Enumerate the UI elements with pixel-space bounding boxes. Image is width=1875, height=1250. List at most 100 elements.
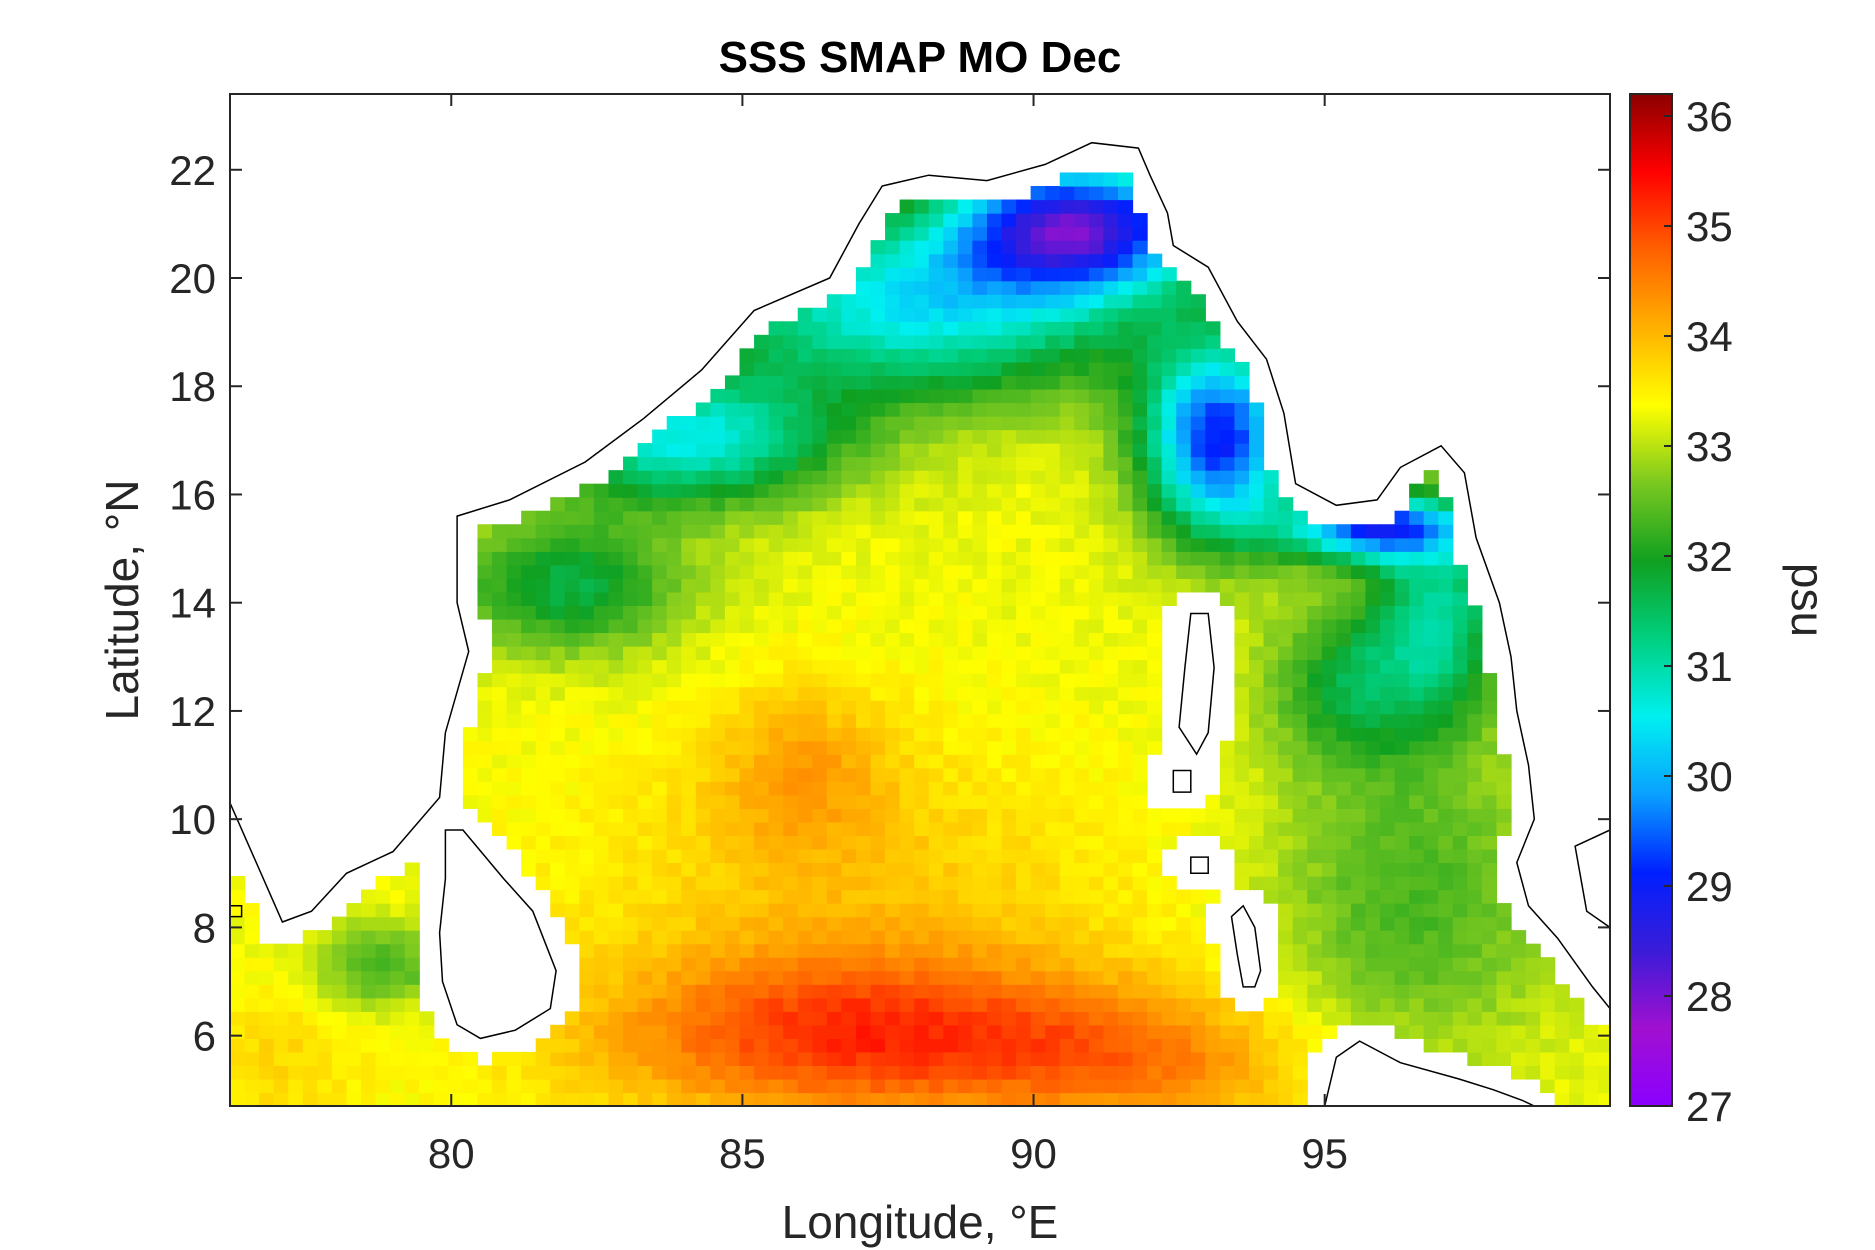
heatmap-cell — [1176, 375, 1192, 390]
heatmap-cell — [608, 835, 624, 850]
heatmap-cell — [1059, 808, 1075, 823]
heatmap-cell — [885, 456, 901, 471]
heatmap-cell — [623, 997, 639, 1012]
heatmap-cell — [986, 686, 1003, 701]
heatmap-cell — [855, 727, 872, 742]
heatmap-cell — [710, 443, 726, 458]
heatmap-cell — [1074, 957, 1090, 972]
heatmap-cell — [1380, 605, 1396, 620]
heatmap-cell — [812, 781, 828, 796]
heatmap-cell — [768, 551, 784, 566]
heatmap-cell — [564, 605, 580, 620]
heatmap-cell — [797, 497, 813, 512]
heatmap-cell — [914, 930, 930, 945]
heatmap-cell — [1117, 213, 1134, 228]
heatmap-cell — [739, 767, 755, 782]
heatmap-cell — [1016, 943, 1032, 958]
heatmap-cell — [331, 1065, 348, 1080]
heatmap-cell — [826, 997, 842, 1012]
heatmap-cell — [550, 673, 566, 688]
heatmap-cell — [826, 497, 842, 512]
heatmap-cell — [972, 700, 988, 715]
heatmap-cell — [1336, 618, 1352, 634]
heatmap-cell — [1059, 794, 1075, 809]
heatmap-cell — [928, 943, 944, 958]
heatmap-cell — [870, 848, 886, 864]
heatmap-cell — [1438, 713, 1454, 728]
heatmap-cell — [579, 997, 595, 1012]
heatmap-cell — [1088, 537, 1105, 552]
heatmap-cell — [1132, 510, 1148, 525]
heatmap-cell — [1045, 1078, 1061, 1094]
heatmap-cell — [768, 1024, 784, 1039]
heatmap-cell — [1030, 727, 1046, 742]
heatmap-cell — [681, 835, 697, 850]
heatmap-cell — [841, 876, 857, 891]
heatmap-cell — [1394, 767, 1410, 782]
heatmap-cell — [1525, 984, 1541, 999]
heatmap-cell — [535, 659, 551, 674]
heatmap-cell — [1030, 916, 1046, 931]
heatmap-cell — [1248, 510, 1265, 525]
heatmap-cell — [885, 267, 901, 282]
heatmap-cell — [1248, 483, 1265, 498]
heatmap-cell — [1467, 862, 1483, 877]
heatmap-cell — [972, 659, 988, 674]
heatmap-cell — [943, 903, 959, 918]
heatmap-cell — [957, 970, 974, 985]
heatmap-cell — [1263, 821, 1279, 837]
heatmap-cell — [943, 1011, 959, 1026]
heatmap-cell — [1321, 646, 1337, 661]
heatmap-cell — [259, 984, 275, 999]
heatmap-cell — [754, 876, 770, 891]
heatmap-cell — [1278, 970, 1294, 985]
heatmap-cell — [477, 524, 493, 539]
heatmap-cell — [1103, 456, 1119, 471]
heatmap-cell — [652, 686, 668, 701]
heatmap-cell — [1016, 591, 1032, 607]
heatmap-cell — [1074, 848, 1090, 864]
y-tick-label: 8 — [193, 904, 216, 951]
heatmap-cell — [1030, 321, 1046, 336]
heatmap-cell — [1030, 876, 1046, 891]
heatmap-cell — [1219, 591, 1236, 607]
heatmap-cell — [1030, 226, 1046, 241]
heatmap-cell — [681, 916, 697, 931]
heatmap-cell — [608, 862, 624, 877]
heatmap-cell — [739, 483, 755, 498]
heatmap-cell — [375, 889, 391, 904]
heatmap-cell — [986, 781, 1003, 796]
heatmap-cell — [768, 970, 784, 985]
heatmap-cell — [855, 497, 872, 512]
heatmap-cell — [1409, 686, 1425, 701]
heatmap-cell — [1045, 767, 1061, 782]
heatmap-cell — [1176, 280, 1192, 295]
heatmap-cell — [899, 443, 915, 458]
heatmap-cell — [899, 673, 915, 688]
heatmap-cell — [492, 578, 508, 593]
heatmap-cell — [870, 767, 886, 782]
heatmap-cell — [783, 767, 799, 782]
heatmap-cell — [1205, 984, 1221, 999]
heatmap-cell — [986, 226, 1003, 241]
heatmap-cell — [768, 646, 784, 661]
heatmap-cell — [564, 876, 580, 891]
heatmap-cell — [623, 456, 639, 471]
heatmap-cell — [1001, 280, 1017, 295]
heatmap-cell — [1161, 497, 1177, 512]
heatmap-cell — [1278, 957, 1294, 972]
heatmap-cell — [1219, 564, 1236, 579]
heatmap-cell — [652, 970, 668, 985]
heatmap-cell — [579, 970, 595, 985]
heatmap-cell — [972, 903, 988, 918]
heatmap-cell — [419, 1092, 435, 1106]
heatmap-cell — [986, 578, 1003, 593]
heatmap-cell — [1074, 172, 1090, 187]
heatmap-cell — [637, 876, 653, 891]
heatmap-cell — [506, 591, 522, 607]
heatmap-cell — [1176, 808, 1192, 823]
heatmap-cell — [1350, 876, 1367, 891]
heatmap-cell — [957, 483, 974, 498]
heatmap-cell — [375, 1065, 391, 1080]
heatmap-cell — [579, 591, 595, 607]
